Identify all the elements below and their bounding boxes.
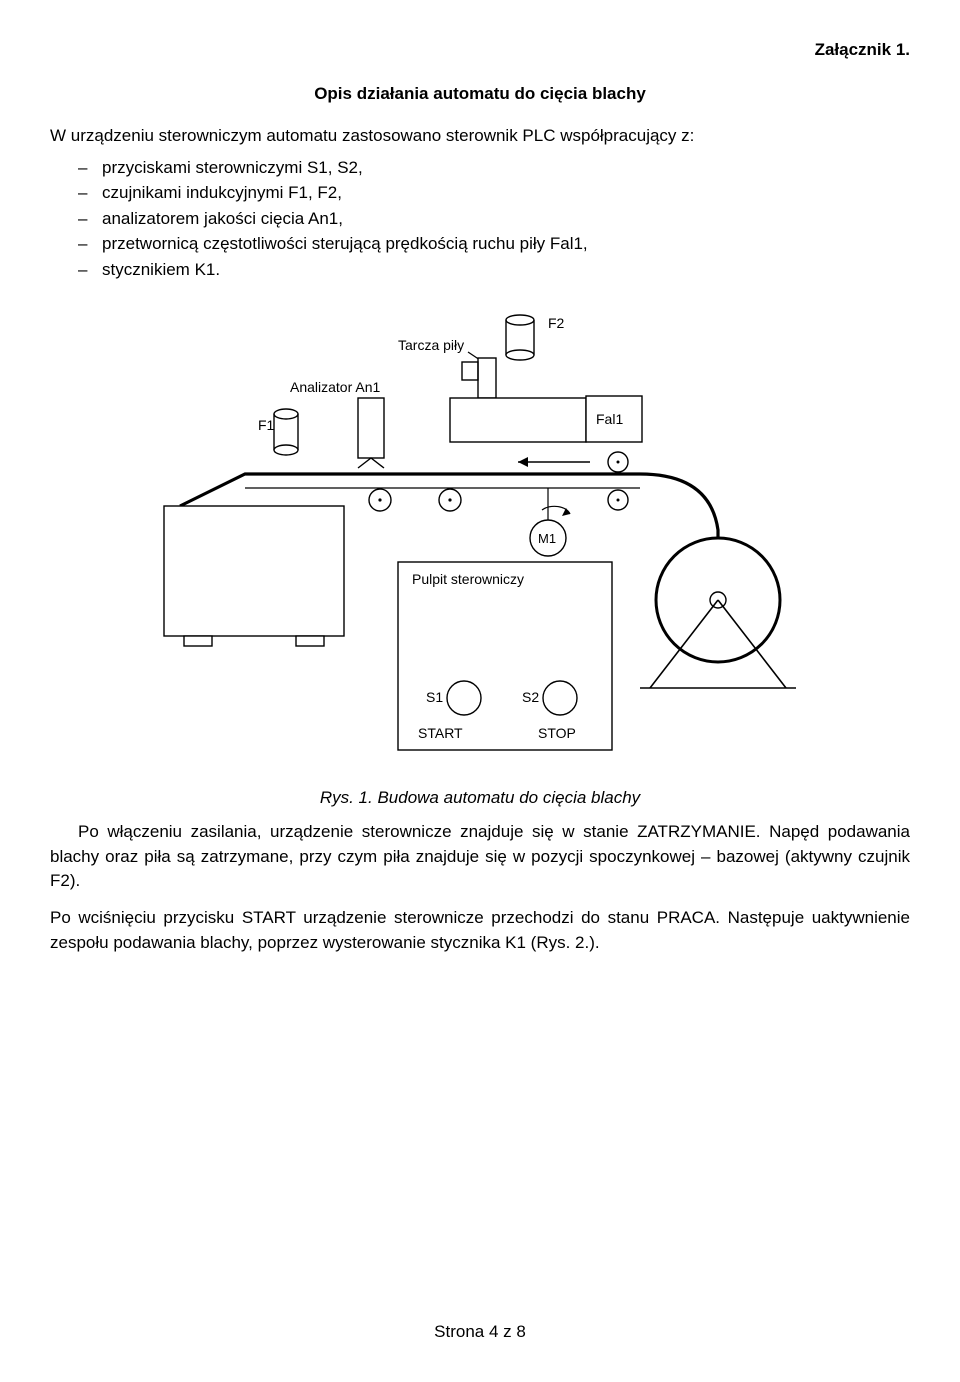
coil-icon: [640, 538, 796, 688]
s2-button-icon: [543, 681, 577, 715]
tarcza-label: Tarcza piły: [398, 337, 464, 353]
figure-container: F2 Tarcza piły Analizator An1 Fal1: [50, 300, 910, 780]
start-label: START: [418, 725, 463, 741]
f2-sensor-icon: F2: [506, 315, 565, 360]
f2-label: F2: [548, 315, 565, 331]
control-panel: Pulpit sterowniczy S1 S2 START STOP: [398, 562, 612, 750]
document-title: Opis działania automatu do cięcia blachy: [50, 84, 910, 104]
bullet-item: czujnikami indukcyjnymi F1, F2,: [78, 180, 910, 206]
bullet-item: analizatorem jakości cięcia An1,: [78, 206, 910, 232]
f1-sensor-icon: F1: [258, 409, 298, 455]
stop-label: STOP: [538, 725, 576, 741]
fal1-label: Fal1: [596, 411, 623, 427]
analyzer-icon: [358, 398, 384, 458]
intro-text: W urządzeniu sterowniczym automatu zasto…: [50, 124, 910, 149]
collection-box-icon: [164, 506, 344, 646]
s1-button-icon: [447, 681, 481, 715]
s1-label: S1: [426, 689, 443, 705]
f1-label: F1: [258, 417, 275, 433]
bullet-item: stycznikiem K1.: [78, 257, 910, 283]
s2-label: S2: [522, 689, 539, 705]
pulpit-label: Pulpit sterowniczy: [412, 571, 524, 587]
page-footer: Strona 4 z 8: [0, 1322, 960, 1342]
bullet-list: przyciskami sterowniczymi S1, S2, czujni…: [78, 155, 910, 283]
m1-label: M1: [538, 531, 556, 546]
bullet-item: przyciskami sterowniczymi S1, S2,: [78, 155, 910, 181]
analyzer-label: Analizator An1: [290, 379, 380, 395]
paragraph-2: Po wciśnięciu przycisku START urządzenie…: [50, 906, 910, 955]
m1-motor-icon: M1: [530, 488, 570, 556]
analyzer-stand-icon: [358, 458, 384, 468]
saw-assembly-icon: [450, 358, 586, 442]
figure-caption: Rys. 1. Budowa automatu do cięcia blachy: [50, 788, 910, 808]
bullet-item: przetwornicą częstotliwości sterującą pr…: [78, 231, 910, 257]
feed-arrow-icon: [518, 457, 590, 467]
fal1-box: Fal1: [586, 396, 642, 442]
diagram-svg: F2 Tarcza piły Analizator An1 Fal1: [150, 300, 810, 780]
paragraph-1: Po włączeniu zasilania, urządzenie stero…: [50, 820, 910, 894]
attachment-label: Załącznik 1.: [50, 40, 910, 60]
rollers-group: [369, 452, 628, 511]
